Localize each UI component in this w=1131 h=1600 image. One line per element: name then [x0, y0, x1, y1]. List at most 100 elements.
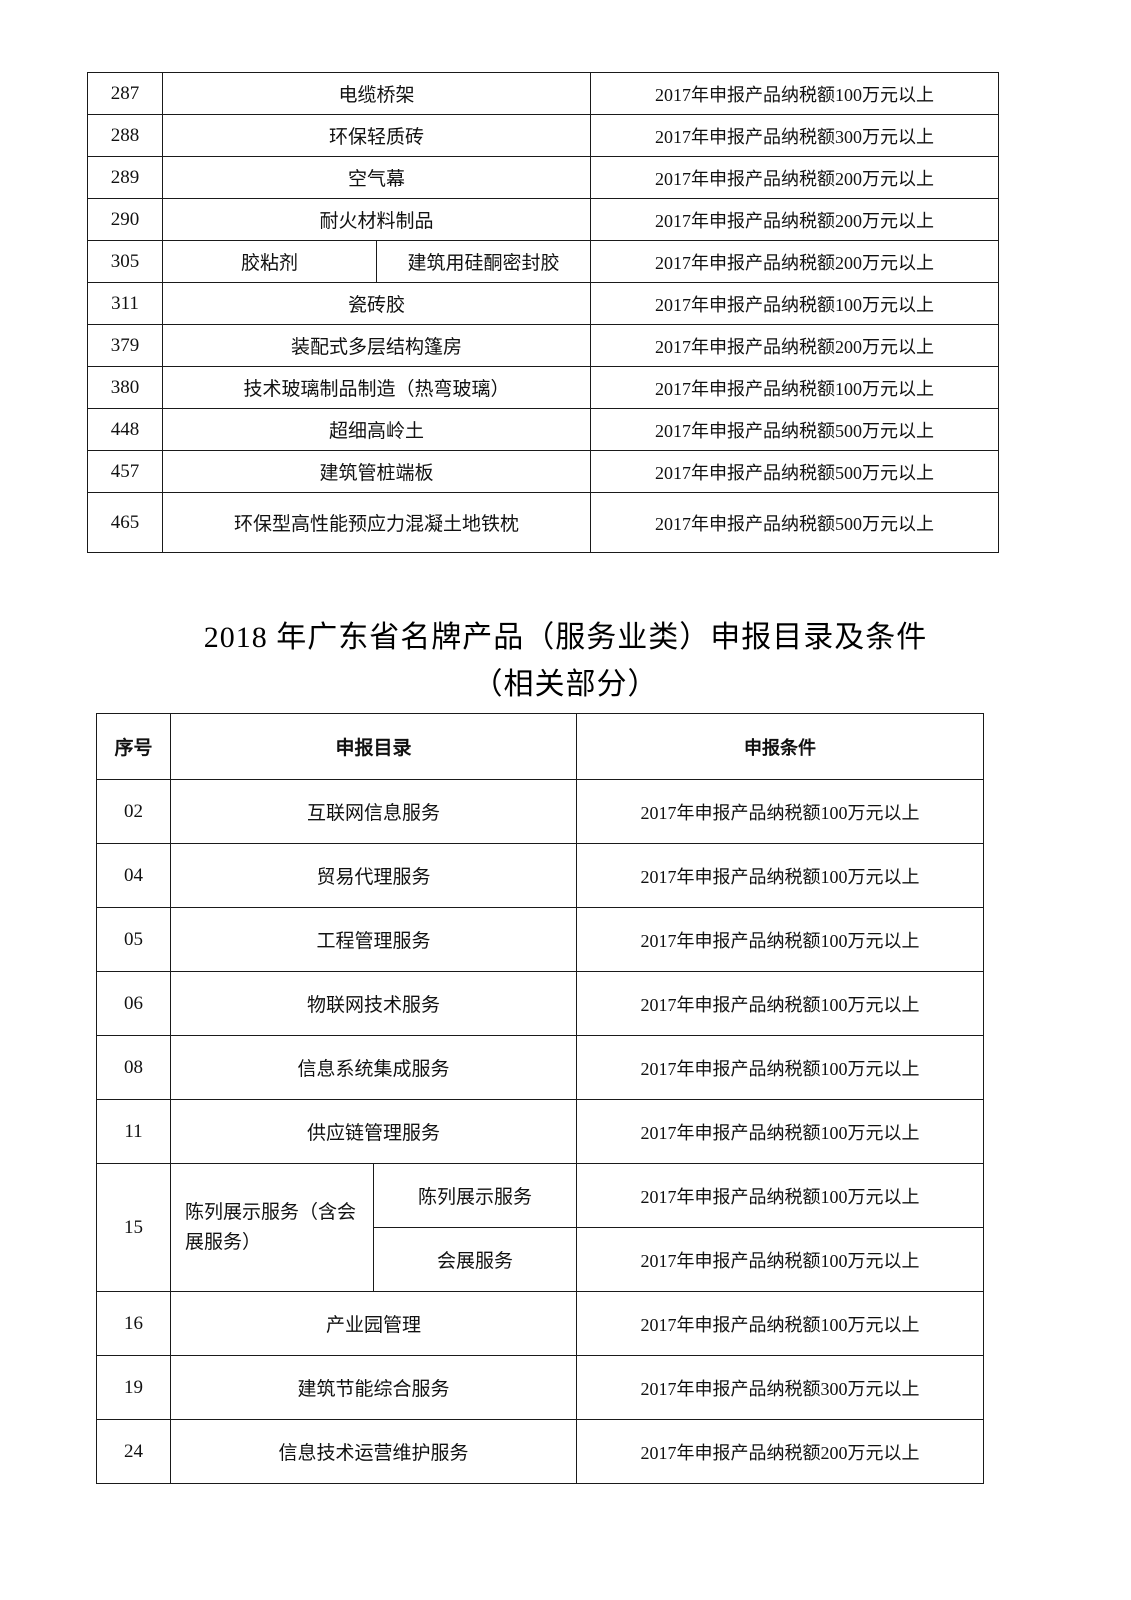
row-sequence: 311 — [87, 282, 163, 325]
table-row: 379 装配式多层结构篷房 2017年申报产品纳税额200万元以上 — [87, 324, 999, 367]
table-row: 290 耐火材料制品 2017年申报产品纳税额200万元以上 — [87, 198, 999, 241]
table-row: 08 信息系统集成服务 2017年申报产品纳税额100万元以上 — [96, 1035, 984, 1100]
row-sequence: 02 — [96, 779, 171, 844]
table-row: 457 建筑管桩端板 2017年申报产品纳税额500万元以上 — [87, 450, 999, 493]
row-condition: 2017年申报产品纳税额100万元以上 — [576, 1227, 984, 1292]
table-row: 04 贸易代理服务 2017年申报产品纳税额100万元以上 — [96, 843, 984, 908]
row-condition: 2017年申报产品纳税额300万元以上 — [576, 1355, 984, 1420]
row-sequence: 465 — [87, 492, 163, 553]
row-condition: 2017年申报产品纳税额100万元以上 — [576, 1291, 984, 1356]
row-condition: 2017年申报产品纳税额100万元以上 — [590, 366, 999, 409]
row-condition: 2017年申报产品纳税额500万元以上 — [590, 408, 999, 451]
row-sequence: 05 — [96, 907, 171, 972]
row-category: 环保型高性能预应力混凝土地铁枕 — [162, 492, 591, 553]
column-header-condition: 申报条件 — [576, 713, 984, 780]
table-row-merged: 会展服务 2017年申报产品纳税额100万元以上 — [97, 1227, 984, 1292]
row-category: 耐火材料制品 — [162, 198, 591, 241]
manufacturing-catalog-table-wrapper: 287 电缆桥架 2017年申报产品纳税额100万元以上 288 环保轻质砖 2… — [87, 72, 999, 553]
row-category-parent: 陈列展示服务（含会展服务） — [170, 1163, 374, 1292]
table-row: 02 互联网信息服务 2017年申报产品纳税额100万元以上 — [96, 779, 984, 844]
column-header-catalog: 申报目录 — [170, 713, 577, 780]
row-condition: 2017年申报产品纳税额200万元以上 — [590, 156, 999, 199]
row-sequence: 287 — [87, 72, 163, 115]
row-category: 物联网技术服务 — [170, 971, 577, 1036]
row-category: 信息系统集成服务 — [170, 1035, 577, 1100]
row-sequence: 290 — [87, 198, 163, 241]
row-category: 技术玻璃制品制造（热弯玻璃） — [162, 366, 591, 409]
row-sequence: 448 — [87, 408, 163, 451]
row-sequence: 19 — [96, 1355, 171, 1420]
column-header-sequence: 序号 — [96, 713, 171, 780]
row-sequence: 305 — [87, 240, 163, 283]
row-condition: 2017年申报产品纳税额200万元以上 — [590, 198, 999, 241]
service-catalog-table-wrapper: 序号 申报目录 申报条件 02 互联网信息服务 2017年申报产品纳税额100万… — [96, 713, 984, 1484]
row-category: 环保轻质砖 — [162, 114, 591, 157]
table-row: 19 建筑节能综合服务 2017年申报产品纳税额300万元以上 — [96, 1355, 984, 1420]
row-condition: 2017年申报产品纳税额100万元以上 — [576, 779, 984, 844]
row-category: 瓷砖胶 — [162, 282, 591, 325]
table-row: 448 超细高岭土 2017年申报产品纳税额500万元以上 — [87, 408, 999, 451]
row-condition: 2017年申报产品纳税额100万元以上 — [576, 1099, 984, 1164]
page-title: 2018 年广东省名牌产品（服务业类）申报目录及条件 （相关部分） — [0, 614, 1131, 708]
row-condition: 2017年申报产品纳税额500万元以上 — [590, 450, 999, 493]
page-title-line-1: 2018 年广东省名牌产品（服务业类）申报目录及条件 — [203, 621, 928, 654]
table-row: 06 物联网技术服务 2017年申报产品纳税额100万元以上 — [96, 971, 984, 1036]
row-sequence: 16 — [96, 1291, 171, 1356]
manufacturing-catalog-table: 287 电缆桥架 2017年申报产品纳税额100万元以上 288 环保轻质砖 2… — [87, 72, 999, 553]
row-sequence: 24 — [96, 1419, 171, 1484]
row-sequence: 289 — [87, 156, 163, 199]
table-row: 289 空气幕 2017年申报产品纳税额200万元以上 — [87, 156, 999, 199]
row-subcategory: 会展服务 — [373, 1227, 577, 1292]
row-condition: 2017年申报产品纳税额300万元以上 — [590, 114, 999, 157]
table-row: 24 信息技术运营维护服务 2017年申报产品纳税额200万元以上 — [96, 1419, 984, 1484]
row-category: 信息技术运营维护服务 — [170, 1419, 577, 1484]
table-row: 311 瓷砖胶 2017年申报产品纳税额100万元以上 — [87, 282, 999, 325]
row-category: 胶粘剂 — [162, 240, 377, 283]
table-row: 16 产业园管理 2017年申报产品纳税额100万元以上 — [96, 1291, 984, 1356]
row-condition: 2017年申报产品纳税额100万元以上 — [576, 843, 984, 908]
row-sequence: 11 — [96, 1099, 171, 1164]
row-category: 装配式多层结构篷房 — [162, 324, 591, 367]
table-row: 305 胶粘剂 建筑用硅酮密封胶 2017年申报产品纳税额200万元以上 — [87, 240, 999, 283]
table-row: 465 环保型高性能预应力混凝土地铁枕 2017年申报产品纳税额500万元以上 — [87, 492, 999, 553]
row-sequence: 08 — [96, 1035, 171, 1100]
table-row: 287 电缆桥架 2017年申报产品纳税额100万元以上 — [87, 72, 999, 115]
table-header-row: 序号 申报目录 申报条件 — [96, 713, 984, 780]
row-condition: 2017年申报产品纳税额200万元以上 — [590, 324, 999, 367]
row-condition: 2017年申报产品纳税额200万元以上 — [576, 1419, 984, 1484]
table-row: 288 环保轻质砖 2017年申报产品纳税额300万元以上 — [87, 114, 999, 157]
row-category: 建筑节能综合服务 — [170, 1355, 577, 1420]
row-condition: 2017年申报产品纳税额200万元以上 — [590, 240, 999, 283]
row-sequence: 04 — [96, 843, 171, 908]
row-category: 超细高岭土 — [162, 408, 591, 451]
row-category: 产业园管理 — [170, 1291, 577, 1356]
row-condition: 2017年申报产品纳税额100万元以上 — [576, 1163, 984, 1228]
row-category: 建筑管桩端板 — [162, 450, 591, 493]
row-sequence: 15 — [96, 1163, 171, 1292]
row-category: 电缆桥架 — [162, 72, 591, 115]
table-row: 05 工程管理服务 2017年申报产品纳税额100万元以上 — [96, 907, 984, 972]
service-catalog-table: 序号 申报目录 申报条件 02 互联网信息服务 2017年申报产品纳税额100万… — [96, 713, 984, 1484]
row-category: 互联网信息服务 — [170, 779, 577, 844]
row-sequence: 379 — [87, 324, 163, 367]
row-condition: 2017年申报产品纳税额500万元以上 — [590, 492, 999, 553]
row-subcategory: 建筑用硅酮密封胶 — [376, 240, 591, 283]
table-row-merged: 15 陈列展示服务（含会展服务） 陈列展示服务 2017年申报产品纳税额100万… — [96, 1163, 984, 1292]
page-title-line-2: （相关部分） — [472, 668, 659, 701]
table-row: 380 技术玻璃制品制造（热弯玻璃） 2017年申报产品纳税额100万元以上 — [87, 366, 999, 409]
row-sequence: 380 — [87, 366, 163, 409]
row-sequence: 457 — [87, 450, 163, 493]
row-sequence: 288 — [87, 114, 163, 157]
row-sequence: 06 — [96, 971, 171, 1036]
row-condition: 2017年申报产品纳税额100万元以上 — [590, 282, 999, 325]
row-category: 供应链管理服务 — [170, 1099, 577, 1164]
row-condition: 2017年申报产品纳税额100万元以上 — [590, 72, 999, 115]
row-category: 空气幕 — [162, 156, 591, 199]
table-row: 11 供应链管理服务 2017年申报产品纳税额100万元以上 — [96, 1099, 984, 1164]
row-condition: 2017年申报产品纳税额100万元以上 — [576, 1035, 984, 1100]
row-subcategory: 陈列展示服务 — [373, 1163, 577, 1228]
row-condition: 2017年申报产品纳税额100万元以上 — [576, 971, 984, 1036]
row-condition: 2017年申报产品纳税额100万元以上 — [576, 907, 984, 972]
row-category: 贸易代理服务 — [170, 843, 577, 908]
